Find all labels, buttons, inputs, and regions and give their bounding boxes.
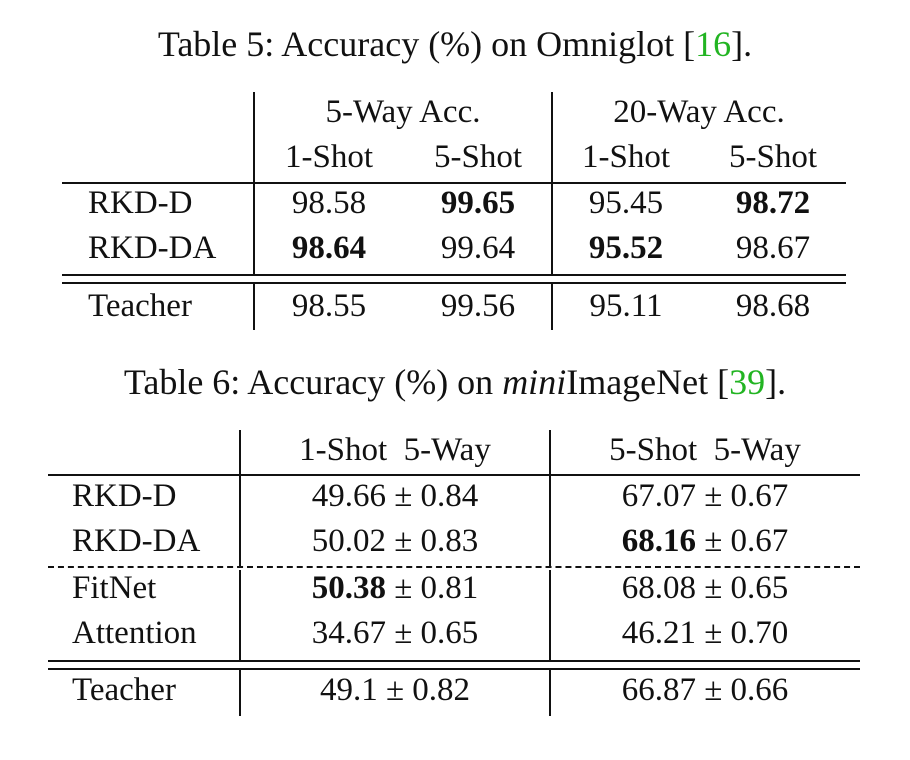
table6-sd: ± 0.83 [385,523,479,559]
table6-cell: 66.87 ± 0.66 [550,670,860,710]
table5-cell: 98.68 [735,288,811,324]
table5-cell-best: 99.65 [440,185,516,221]
table6-mean-best: 68.16 [621,523,696,559]
table6-mean: 68.08 [621,570,696,606]
table6-cell: 67.07 ± 0.67 [550,476,860,516]
table6-caption-suffix: ]. [765,362,787,402]
table6-sd: ± 0.65 [385,615,479,651]
table6-sd: ± 0.70 [695,615,789,651]
table6-row-label: Teacher [72,672,176,708]
table6-mean: 67.07 [621,478,696,514]
table6-cell: 50.38 ± 0.81 [240,568,550,608]
table5-cell: 95.45 [588,185,664,221]
table6-sd: ± 0.84 [385,478,479,514]
table6-sd: ± 0.67 [695,523,789,559]
table5-double-rule-top [62,274,846,276]
table6-sd: ± 0.65 [695,570,789,606]
table6-double-rule-bottom [48,668,860,670]
table6-mean: 66.87 [621,672,696,708]
table6-mean: 46.21 [621,615,696,651]
table5-row-label: RKD-DA [88,230,217,266]
table6-mean: 34.67 [311,615,386,651]
table5-row-label: RKD-D [88,185,193,221]
table6-mean: 49.66 [311,478,386,514]
table6-cell: 68.16 ± 0.67 [550,521,860,561]
table5-subheader: 5-Shot [433,139,522,175]
table6-mean-best: 50.38 [311,570,386,606]
table5-group-header-20way: 20-Way Acc. [613,94,785,130]
table6-sd: ± 0.67 [695,478,789,514]
table6-row-label: RKD-D [72,478,177,514]
table5-row-label: Teacher [88,288,192,324]
table6-caption: Table 6: Accuracy (%) on miniImageNet [3… [0,360,910,404]
table6-cell: 50.02 ± 0.83 [240,521,550,561]
table6-vertical-rule [239,670,241,716]
table5-cell-best: 98.72 [735,185,811,221]
table5-vertical-rule [253,284,255,330]
table5-vertical-rule [551,284,553,330]
table6-vertical-rule [549,430,551,566]
table5-caption: Table 5: Accuracy (%) on Omniglot [16]. [0,22,910,66]
table6-sd: ± 0.66 [695,672,789,708]
table6-vertical-rule [549,670,551,716]
table5-double-rule-bottom [62,282,846,284]
table6-sd: ± 0.81 [385,570,479,606]
table6-row-label: Attention [72,615,197,651]
table6-vertical-rule [549,570,551,660]
table6-dashed-rule [48,566,860,568]
table6-cell: 46.21 ± 0.70 [550,613,860,653]
table5-cell: 98.58 [291,185,367,221]
table6-cell: 68.08 ± 0.65 [550,568,860,608]
table6-sd: ± 0.82 [377,672,471,708]
table5-cell: 99.64 [440,230,516,266]
table5-subheader: 1-Shot [284,139,373,175]
table5-vertical-rule [253,92,255,274]
table5-subheader: 1-Shot [581,139,670,175]
table5-cell: 99.56 [440,288,516,324]
table6-caption-italic: mini [502,362,567,402]
table5-cell: 98.67 [735,230,811,266]
table6-cell: 49.66 ± 0.84 [240,476,550,516]
table5-caption-suffix: ]. [731,24,753,64]
table5-group-header-5way: 5-Way Acc. [325,94,481,130]
table6-caption-prefix: Table 6: Accuracy (%) on [123,362,503,402]
table5-vertical-rule [551,92,553,274]
table6-row-label: RKD-DA [72,523,201,559]
table6-vertical-rule [239,570,241,660]
table5-citation-link[interactable]: 16 [695,24,732,64]
table5-cell: 95.11 [589,288,663,324]
table6-cell: 34.67 ± 0.65 [240,613,550,653]
table6-cell: 49.1 ± 0.82 [240,670,550,710]
table6-citation-link[interactable]: 39 [729,362,766,402]
table6-caption-middle: ImageNet [ [566,362,730,402]
table6-header-rule [48,474,860,476]
table6-row-label: FitNet [72,570,157,606]
table5-cell: 98.55 [291,288,367,324]
table6-header: 5-Shot 5-Way [609,432,801,468]
table5-header-rule [62,182,846,184]
table6-double-rule-top [48,660,860,662]
table6-header: 1-Shot 5-Way [299,432,491,468]
table5-subheader: 5-Shot [728,139,817,175]
table5-cell-best: 95.52 [588,230,664,266]
table6-vertical-rule [239,430,241,566]
table6-mean: 50.02 [311,523,386,559]
table5-caption-prefix: Table 5: Accuracy (%) on Omniglot [ [157,24,696,64]
table5-cell-best: 98.64 [291,230,367,266]
table6-mean: 49.1 [319,672,378,708]
